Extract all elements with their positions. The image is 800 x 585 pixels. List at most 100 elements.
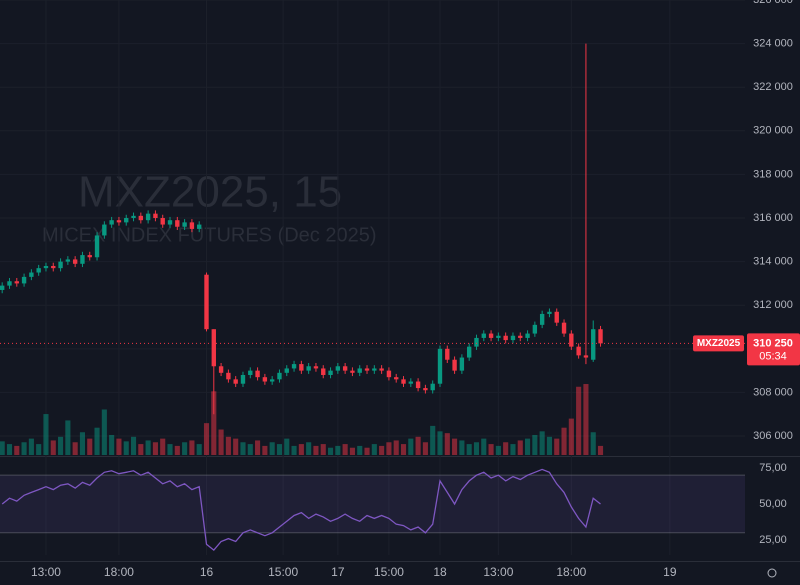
candle-body xyxy=(65,259,71,262)
volume-bar xyxy=(452,438,458,455)
volume-bar xyxy=(583,384,589,455)
candle-body xyxy=(591,329,596,360)
volume-bar xyxy=(262,445,268,455)
candle-body xyxy=(145,213,151,221)
y-tick-label: 312 000 xyxy=(753,299,793,311)
candle-body xyxy=(189,222,195,229)
x-tick-label: 15:00 xyxy=(268,565,298,579)
candle-body xyxy=(262,377,268,382)
candle-body xyxy=(503,335,508,341)
volume-bar xyxy=(349,447,355,455)
volume-bar xyxy=(276,444,283,455)
volume-bar xyxy=(28,438,34,455)
candle-body xyxy=(488,333,494,338)
volume-bar xyxy=(590,432,596,455)
candle-body xyxy=(226,372,231,380)
volume-bar xyxy=(218,429,224,455)
candle-body xyxy=(313,366,319,369)
volume-bar xyxy=(284,438,290,455)
candle-body xyxy=(36,268,41,273)
candle-body xyxy=(386,370,392,378)
candle-body xyxy=(87,255,92,258)
y-tick-label: 306 000 xyxy=(753,430,793,442)
price-badge xyxy=(747,333,800,366)
x-tick-label: 13:00 xyxy=(483,565,513,579)
volume-bar xyxy=(247,444,253,455)
settings-icon[interactable] xyxy=(767,568,777,578)
candle-body xyxy=(379,368,384,371)
volume-bar xyxy=(269,442,275,455)
candle-body xyxy=(569,333,574,347)
y-tick-label: 324 000 xyxy=(753,38,793,50)
candle-body xyxy=(372,368,377,371)
volume-bar xyxy=(495,445,501,455)
candle-body xyxy=(182,222,187,227)
candle-body xyxy=(401,379,406,384)
volume-bar xyxy=(58,436,64,455)
volume-bar xyxy=(546,436,553,455)
volume-bar xyxy=(422,442,428,455)
candle-body xyxy=(131,215,136,219)
volume-bar xyxy=(306,442,312,455)
volume-bar xyxy=(327,447,334,455)
volume-bar xyxy=(65,420,71,455)
volume-bar xyxy=(167,444,173,455)
volume-bar xyxy=(554,438,560,455)
candle-body xyxy=(496,335,501,338)
candle-body xyxy=(7,281,12,286)
volume-bar xyxy=(386,442,392,455)
x-tick-label: 15:00 xyxy=(374,565,404,579)
candle-body xyxy=(328,370,333,375)
candle-body xyxy=(14,281,19,284)
candle-body xyxy=(240,374,246,384)
candle-body xyxy=(466,346,472,358)
candle-body xyxy=(459,357,465,371)
volume-bar xyxy=(14,445,20,455)
volume-bar xyxy=(532,434,538,455)
candle-body xyxy=(204,274,209,330)
volume-bar xyxy=(437,431,443,455)
candle-body xyxy=(21,276,27,284)
candle-body xyxy=(452,359,457,371)
candle-body xyxy=(430,383,435,391)
candle-body xyxy=(291,364,297,369)
volume-bar xyxy=(79,432,86,455)
volume-bar xyxy=(459,440,465,455)
candle-body xyxy=(299,364,304,371)
y-tick-label: 308 000 xyxy=(753,386,793,398)
candle-body xyxy=(80,255,85,264)
volume-bar xyxy=(145,440,151,455)
x-tick-label: 16 xyxy=(200,565,214,579)
candle-body xyxy=(357,368,362,373)
volume-bar xyxy=(379,445,385,455)
candle-body xyxy=(160,218,165,225)
rsi-band xyxy=(0,475,745,533)
volume-bar xyxy=(597,445,604,455)
x-tick-label: 13:00 xyxy=(31,565,61,579)
volume-bar xyxy=(503,442,509,455)
candle-body xyxy=(364,368,370,371)
volume-bar xyxy=(174,445,180,455)
volume-bar xyxy=(357,445,363,455)
volume-bar xyxy=(430,425,436,455)
volume-bar xyxy=(444,433,450,455)
volume-bar xyxy=(21,442,27,455)
volume-bar xyxy=(539,431,545,455)
x-tick-label: 18:00 xyxy=(104,565,134,579)
volume-bar xyxy=(130,436,137,455)
candle-body xyxy=(561,322,567,334)
volume-bar xyxy=(371,444,377,455)
watermark-subtitle: MICEX INDEX FUTURES (Dec 2025) xyxy=(42,224,377,246)
candle-body xyxy=(525,333,530,338)
volume-bar xyxy=(196,444,202,455)
volume-bar xyxy=(313,445,319,455)
volume-bar xyxy=(72,442,78,455)
volume-bar xyxy=(189,440,195,455)
y-tick-label: 318 000 xyxy=(753,168,793,180)
x-tick-label: 19 xyxy=(663,565,677,579)
candle-body xyxy=(109,220,114,225)
y-tick-label: 326 000 xyxy=(753,0,793,6)
rsi-tick-label: 50,00 xyxy=(759,498,787,510)
volume-bar xyxy=(393,440,399,455)
volume-bar xyxy=(0,441,5,455)
